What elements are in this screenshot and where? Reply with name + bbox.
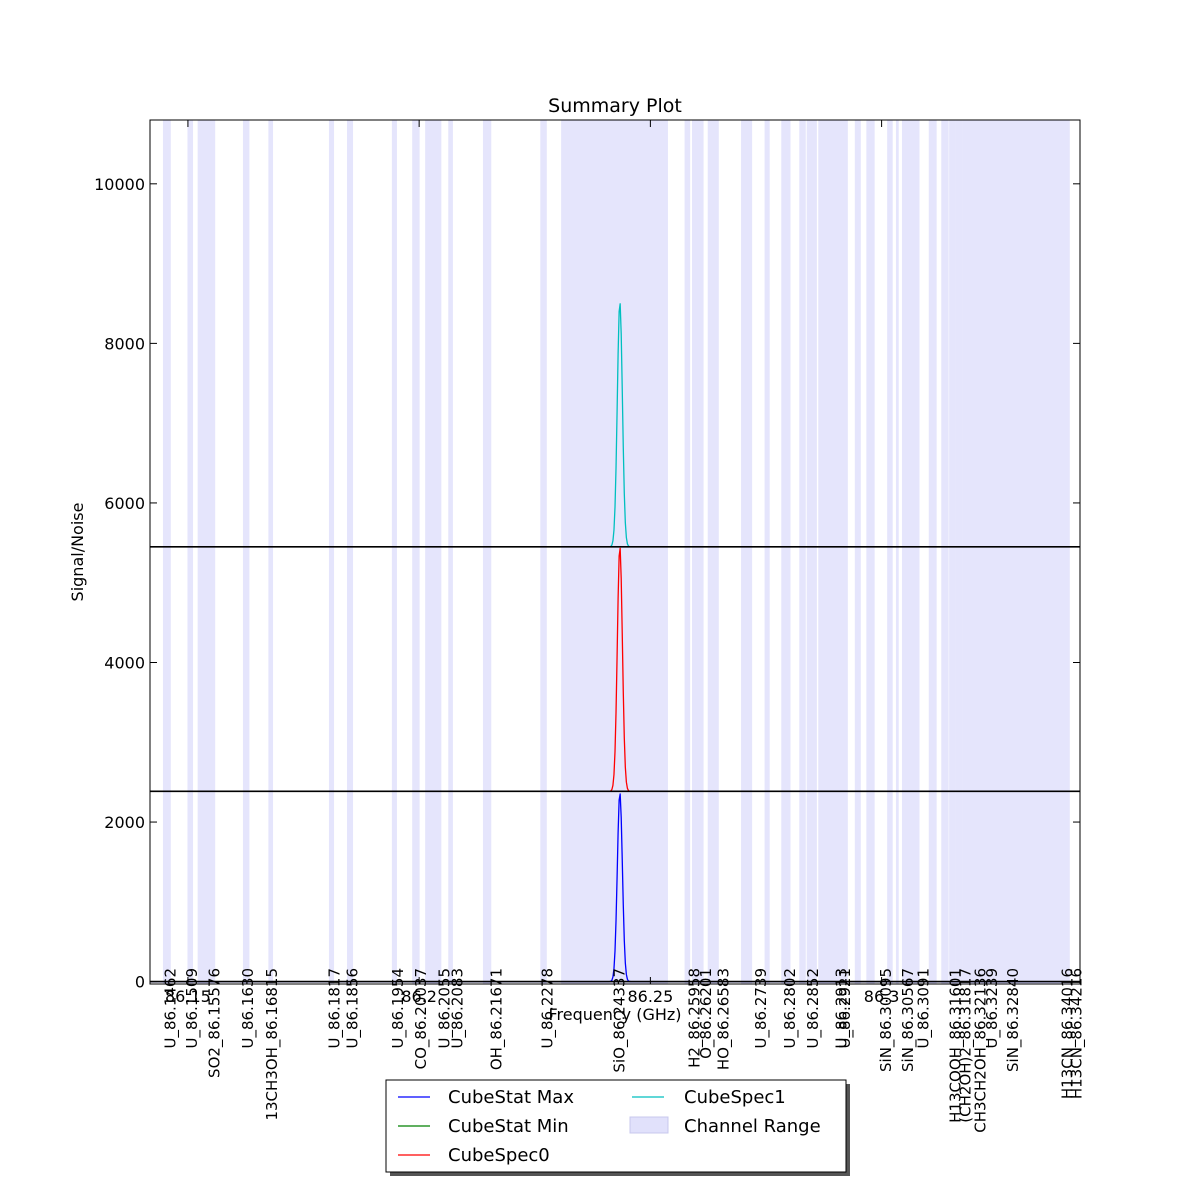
y-tick-label: 8000: [104, 334, 145, 353]
spectral-line-label: U_86.1954: [389, 968, 408, 1049]
spectral-line-label: U_86.1817: [326, 968, 345, 1049]
y-tick-label: 2000: [104, 813, 145, 832]
x-tick-label: 86.25: [627, 987, 673, 1006]
channel-range-18: [764, 120, 770, 984]
legend-label-cubestat-min: CubeStat Min: [448, 1116, 569, 1137]
x-tick-label: 86.3: [864, 987, 900, 1006]
channel-range-14: [684, 120, 691, 984]
spectral-line-label: HO_86.26583: [715, 968, 734, 1070]
channel-range-23: [854, 120, 861, 984]
channel-range-9: [425, 120, 442, 984]
spectral-line-label: CO_86.20037: [412, 968, 431, 1069]
legend-label-cubespec0: CubeSpec0: [448, 1145, 550, 1166]
spectral-line-label: U_86.3091: [915, 968, 934, 1049]
channel-range-16: [707, 120, 719, 984]
channel-range-21: [806, 120, 817, 984]
channel-range-19: [781, 120, 791, 984]
channel-range-15: [691, 120, 704, 984]
channel-range-29: [941, 120, 949, 984]
channel-range-30: [949, 120, 956, 984]
spectral-line-label: U_86.2739: [752, 968, 771, 1049]
spectral-line-labels: U_86.1462 U_86.1509 SO2_86.15576 U_86.1630 1…: [161, 968, 1086, 1133]
channel-range-10: [448, 120, 453, 984]
spectral-line-label: U_86.2852: [804, 968, 823, 1049]
spectral-line-label: O_86.26201: [697, 968, 716, 1059]
plot-frame: [149, 119, 1081, 985]
spectral-line-label: SiN_86.30567: [899, 968, 918, 1072]
spectral-line-label: H13COOH_86.31601: [947, 968, 966, 1123]
legend-label-channel-range: Channel Range: [684, 1116, 821, 1137]
spectral-line-label: U_86.2802: [781, 968, 800, 1049]
spectral-line-label: U_86.2278: [539, 968, 558, 1049]
channel-range-5: [328, 120, 335, 984]
legend-label-cubestat-max: CubeStat Max: [448, 1087, 574, 1108]
x-axis-label: Frequency (GHz): [548, 1005, 681, 1024]
channel-range-7: [391, 120, 397, 984]
channel-range-25: [887, 120, 893, 984]
channel-range-8: [412, 120, 420, 984]
reference-lines: [150, 546, 1080, 983]
y-tick-label: 0: [135, 973, 145, 992]
spectral-line-label: 13CH3OH_86.16815: [263, 968, 282, 1121]
channel-range-12: [540, 120, 547, 984]
spectral-line-label: H13CN_86.34016: [1058, 968, 1077, 1099]
spectral-line-label: U_86.1630: [239, 968, 258, 1049]
spectral-line-label: OH_86.21671: [487, 968, 506, 1070]
channel-ranges: [162, 120, 1070, 984]
spectral-line-label: U_86.2921: [836, 968, 855, 1049]
spectral-line-label: U_86.3239: [983, 968, 1002, 1049]
spectral-line-label: SiN_86.30095: [877, 968, 896, 1072]
y-tick-label: 10000: [94, 175, 145, 194]
spectral-line-label: SiO_86.24337: [611, 968, 630, 1073]
spectral-line-label: U_86.1462: [161, 968, 180, 1049]
channel-range-31: [955, 120, 963, 984]
channel-range-24: [866, 120, 875, 984]
channel-range-20: [799, 120, 806, 984]
x-tick-label: 86.2: [401, 987, 437, 1006]
channel-range-13: [561, 120, 668, 984]
spectral-line-label: U_86.1856: [344, 968, 363, 1049]
legend-label-cubespec1: CubeSpec1: [684, 1087, 786, 1108]
legend-box: [385, 1079, 847, 1173]
spectral-line-label: U_86.1509: [183, 968, 202, 1049]
spectral-line-label: H13CN_86.34216: [1068, 968, 1087, 1099]
channel-range-27: [901, 120, 920, 984]
x-axis-ticks: 86.15 86.2 86.25 86.3: [165, 120, 899, 1006]
spectral-line-label: (CH2OH)2_86.31817: [957, 968, 976, 1123]
channel-range-32: [962, 120, 1070, 984]
channel-range-0: [162, 120, 171, 984]
channel-range-6: [347, 120, 354, 984]
legend-swatch-channel-range: [629, 1116, 669, 1134]
spectral-line-label: H2_86.25958: [686, 968, 705, 1068]
y-tick-label: 4000: [104, 653, 145, 672]
y-axis-ticks: 0 2000 4000 6000 8000 10000: [94, 175, 1080, 992]
channel-range-11: [482, 120, 492, 984]
spectral-line-label: U_86.2083: [449, 968, 468, 1049]
spectral-line-label: SiN_86.32840: [1004, 968, 1023, 1072]
channel-range-1: [187, 120, 194, 984]
channel-range-26: [895, 120, 899, 984]
y-axis-label: Signal/Noise: [68, 503, 87, 602]
spectral-line-label: CH3CH2OH_86.32136: [971, 968, 990, 1133]
channel-range-28: [928, 120, 937, 984]
channel-range-2: [197, 120, 216, 984]
channel-range-22: [818, 120, 848, 984]
spectral-line-label: SO2_86.15576: [206, 968, 225, 1078]
chart-title: Summary Plot: [548, 95, 682, 117]
y-tick-label: 6000: [104, 494, 145, 513]
channel-range-3: [242, 120, 250, 984]
x-tick-label: 86.15: [165, 987, 211, 1006]
spectral-line-label: U_86.2055: [436, 968, 455, 1049]
legend: CubeStat Max CubeStat Min CubeSpec0 Cube…: [385, 1079, 850, 1176]
spectral-line-label: U_86.2913: [832, 968, 851, 1049]
channel-range-17: [741, 120, 753, 984]
channel-range-4: [268, 120, 274, 984]
